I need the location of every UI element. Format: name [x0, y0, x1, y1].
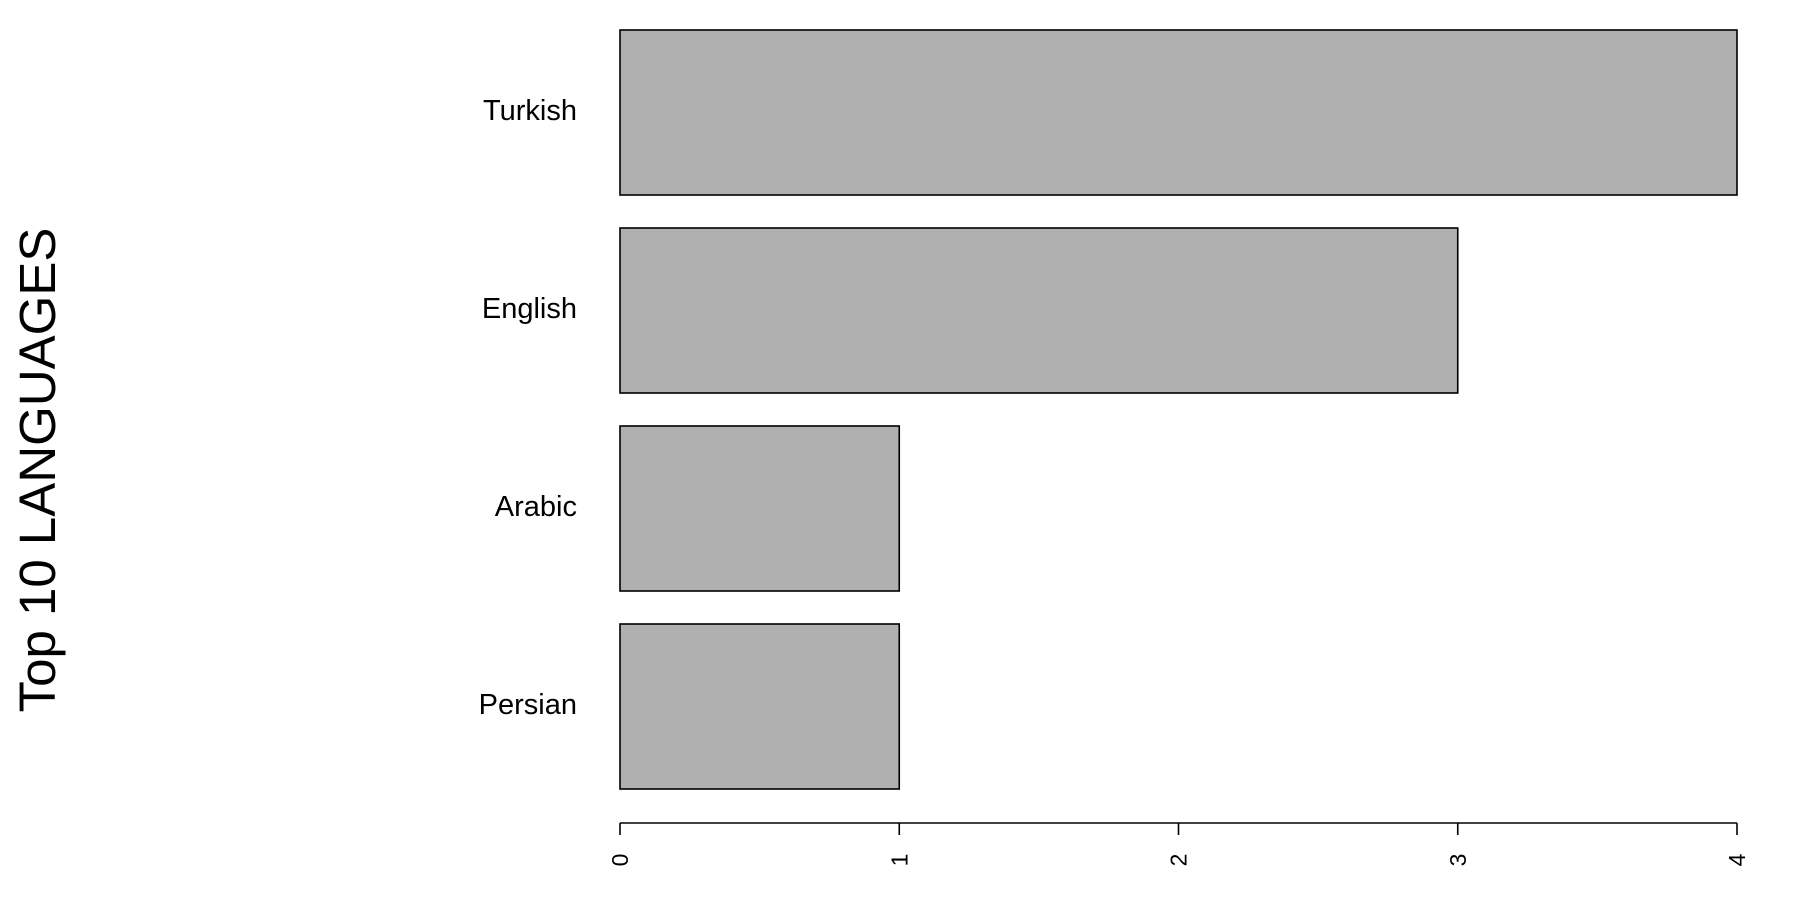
- category-label-arabic: Arabic: [495, 491, 577, 523]
- x-tick-label-0: 0: [607, 854, 633, 867]
- bar-arabic: [619, 425, 901, 592]
- x-tick-label-1: 1: [886, 854, 912, 867]
- bar-turkish: [619, 29, 1738, 196]
- x-tick-label-3: 3: [1445, 854, 1471, 867]
- category-labels: Turkish English Arabic Persian: [479, 95, 577, 721]
- bar-persian: [619, 623, 901, 790]
- x-tick-label-4: 4: [1724, 853, 1750, 866]
- x-axis: 0 1 2 3 4: [607, 822, 1750, 867]
- y-axis-title: Top 10 LANGUAGES: [9, 228, 66, 713]
- x-tick-label-2: 2: [1166, 854, 1192, 867]
- category-label-english: English: [482, 293, 577, 325]
- bar-english: [619, 227, 1459, 394]
- bars-layer: [619, 29, 1738, 790]
- category-label-persian: Persian: [479, 689, 577, 721]
- category-label-turkish: Turkish: [483, 95, 577, 127]
